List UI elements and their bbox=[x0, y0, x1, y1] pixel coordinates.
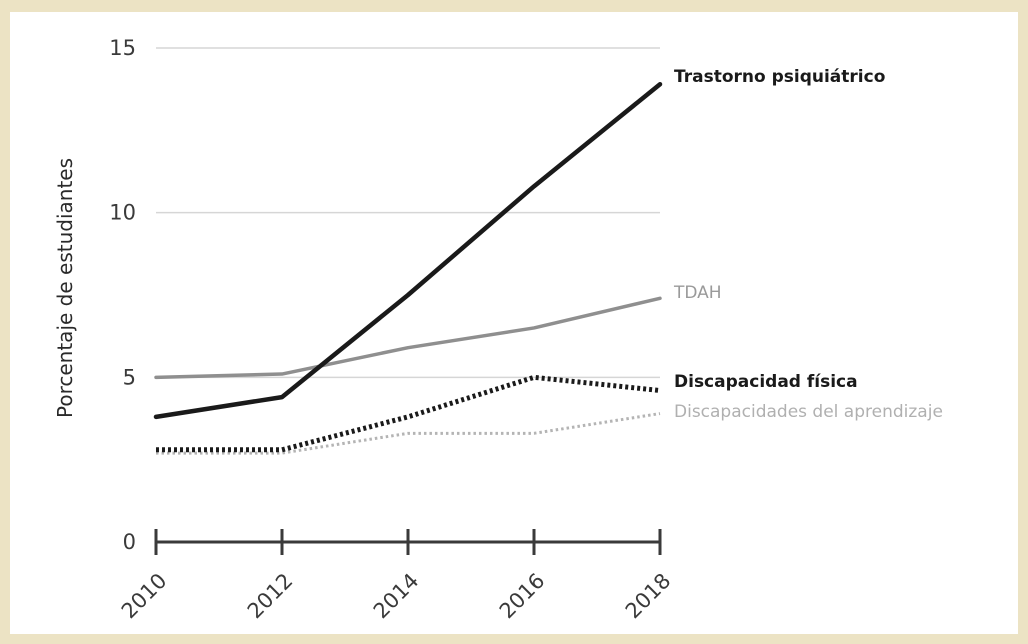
x-tick-label: 2016 bbox=[495, 569, 550, 624]
line-chart: 0 5 10 15 2010 2012 2014 2016 2018 Trastorno ps… bbox=[53, 36, 943, 623]
series-line-3 bbox=[156, 412, 661, 455]
y-axis-label: Porcentaje de estudiantes bbox=[53, 158, 77, 418]
series-lines bbox=[153, 81, 663, 455]
y-tick-label: 0 bbox=[123, 530, 136, 554]
series-line-1 bbox=[154, 296, 662, 380]
y-tick-label: 15 bbox=[109, 36, 136, 60]
series-labels: Trastorno psiquiátrico TDAH Discapacidad f… bbox=[673, 67, 943, 422]
x-tick-label: 2010 bbox=[117, 569, 172, 624]
chart-frame: 0 5 10 15 2010 2012 2014 2016 2018 Trastorno ps… bbox=[10, 12, 1018, 634]
y-tick-label: 5 bbox=[123, 365, 136, 389]
x-axis: 2010 2012 2014 2016 2018 bbox=[117, 529, 676, 623]
x-tick-label: 2014 bbox=[369, 569, 424, 624]
x-tick-label: 2018 bbox=[621, 569, 676, 624]
series-label: Discapacidades del aprendizaje bbox=[674, 402, 943, 422]
x-tick-label: 2012 bbox=[243, 569, 298, 624]
y-tick-label: 10 bbox=[109, 201, 136, 225]
series-label: Trastorno psiquiátrico bbox=[674, 67, 885, 87]
series-label: TDAH bbox=[673, 283, 722, 303]
series-line-2 bbox=[156, 374, 661, 453]
series-line-0 bbox=[153, 81, 663, 420]
gridlines bbox=[156, 47, 660, 379]
series-label: Discapacidad física bbox=[674, 372, 858, 392]
y-axis-ticks: 0 5 10 15 bbox=[109, 36, 136, 554]
